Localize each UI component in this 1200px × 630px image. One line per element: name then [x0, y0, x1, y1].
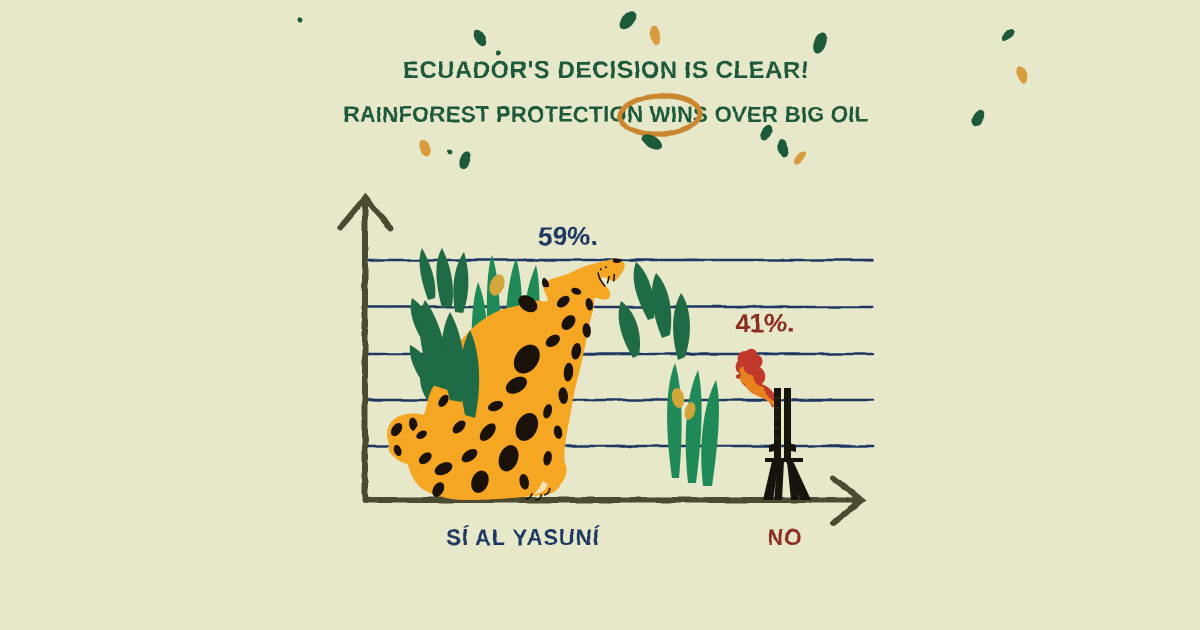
svg-text:41%.: 41%.	[735, 308, 794, 338]
svg-text:NO: NO	[768, 525, 803, 550]
svg-text:RAINFOREST PROTECTION WINS OVE: RAINFOREST PROTECTION WINS OVER BIG OIL	[343, 102, 868, 127]
svg-text:SÍ AL YASUNÍ: SÍ AL YASUNÍ	[446, 525, 600, 550]
svg-text:59%.: 59%.	[538, 221, 597, 251]
svg-text:ECUADOR'S DECISION IS CLEAR!: ECUADOR'S DECISION IS CLEAR!	[403, 57, 809, 84]
